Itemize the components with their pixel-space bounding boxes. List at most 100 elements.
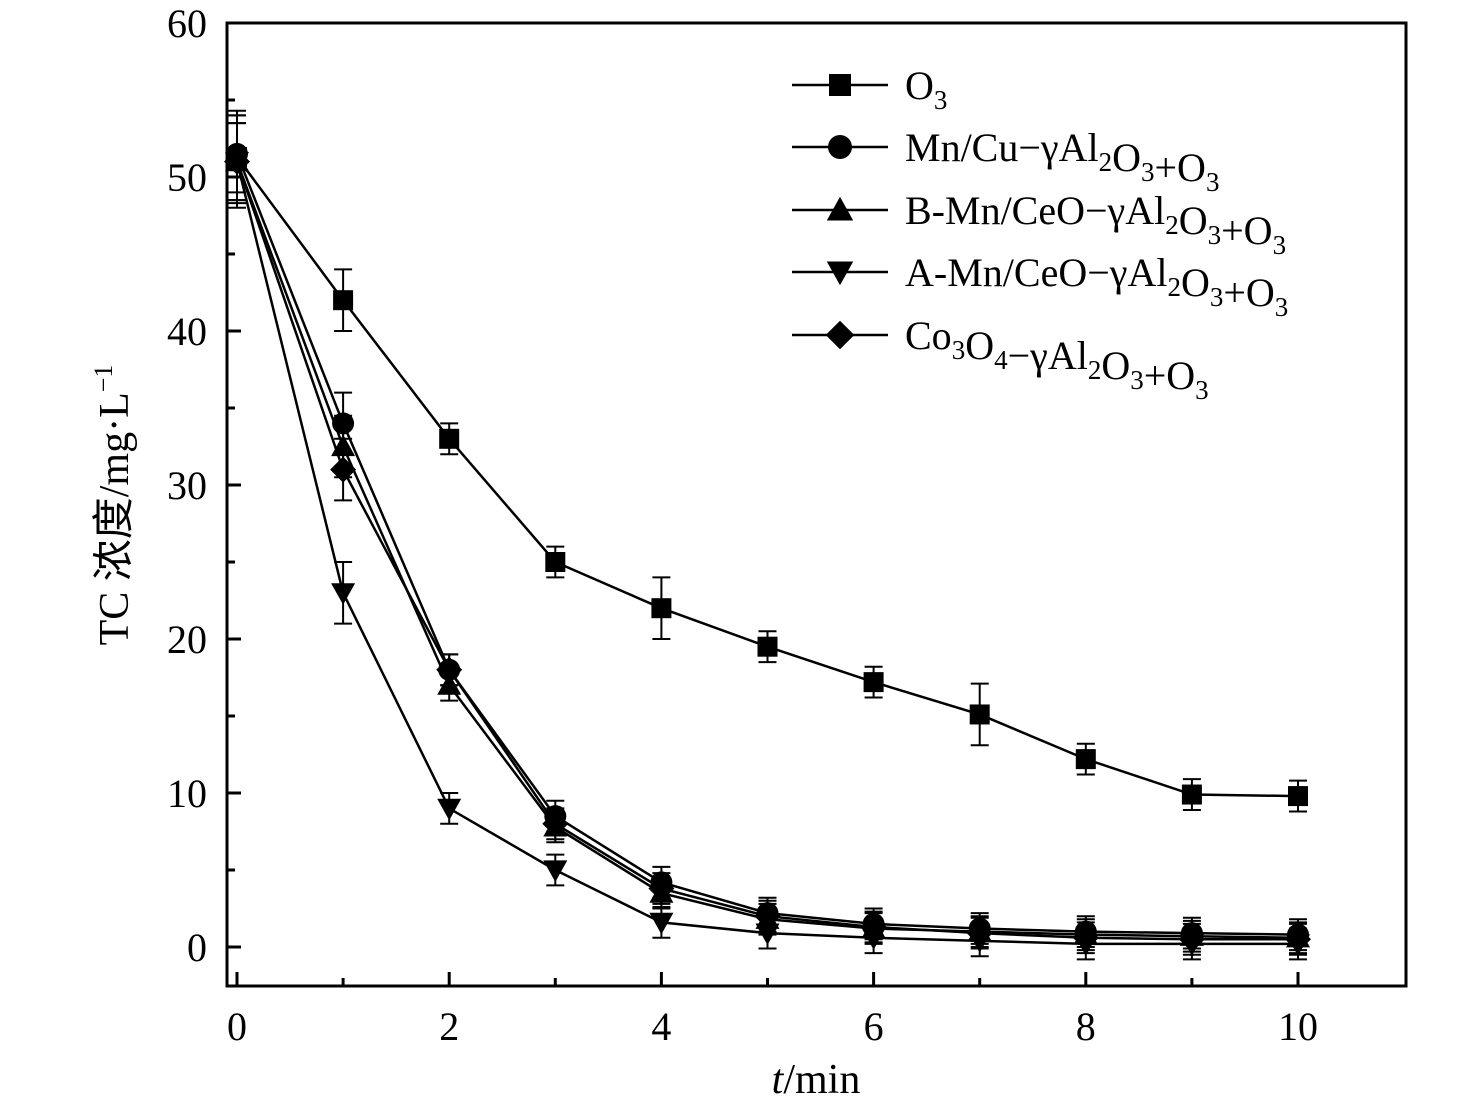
legend-label-subscript: 3: [1195, 375, 1209, 405]
data-point-square: [651, 598, 672, 619]
series-square: [227, 109, 1308, 813]
data-point-diamond: [436, 656, 463, 683]
legend-label-subscript: 3: [1208, 220, 1222, 250]
x-tick-label: 10: [1278, 1004, 1318, 1049]
legend-label-text: B-Mn/CeO−γAl: [905, 188, 1165, 233]
data-point-triangle-down: [331, 583, 356, 605]
legend-label-text: −γAl: [1008, 333, 1088, 378]
data-point-diamond: [1178, 926, 1205, 953]
data-point-square: [1075, 749, 1096, 770]
legend-label-subscript: 3: [1273, 230, 1287, 260]
legend-label-text: +O: [1223, 270, 1274, 315]
y-tick-label: 50: [167, 155, 207, 200]
legend-item: Co3O4−γAl2O3+O3: [792, 313, 1209, 405]
legend-label-text: O: [1112, 135, 1141, 180]
data-point-diamond: [542, 810, 569, 837]
legend-label-text: O: [1101, 343, 1130, 388]
x-tick-label: 6: [864, 1004, 884, 1049]
legend-label-text: +O: [1221, 208, 1272, 253]
data-point-square: [1181, 784, 1202, 805]
axes: 0 2 4 6 8 10 0 10 20 30 40 50 60: [167, 1, 1318, 1049]
y-tick-label: 40: [167, 309, 207, 354]
legend-label-subscript: 3: [1275, 292, 1289, 322]
x-axis-label: t/min: [772, 1057, 861, 1103]
y-tick-label: 10: [167, 771, 207, 816]
y-axis-label-sup: −1: [89, 365, 118, 393]
legend-label: Co3O4−γAl2O3+O3: [905, 313, 1209, 405]
legend-label: Mn/Cu−γAl2O3+O3: [905, 125, 1219, 197]
y-axis-label: TC 浓度/mg·L−1: [89, 365, 138, 646]
data-point-diamond: [825, 320, 855, 350]
data-point-circle: [828, 135, 852, 159]
data-point-square: [1288, 786, 1308, 807]
legend-label-subscript: 2: [1088, 355, 1102, 385]
x-axis-label-rest: /min: [783, 1057, 860, 1103]
data-point-square: [333, 290, 354, 311]
x-tick-label: 8: [1076, 1004, 1096, 1049]
legend-label-text: O: [1179, 198, 1208, 243]
plot-frame: [225, 21, 1408, 988]
x-tick-label: 2: [439, 1004, 459, 1049]
data-point-diamond: [648, 875, 675, 902]
y-tick-label: 20: [167, 617, 207, 662]
legend-label-subscript: 3: [1130, 365, 1144, 395]
x-tick-label: 0: [227, 1004, 247, 1049]
series-triangle-up: [225, 122, 1310, 955]
y-tick-label: 0: [187, 925, 207, 970]
data-point-triangle-down: [826, 261, 854, 286]
legend-item: O3: [792, 63, 947, 115]
x-axis-label-italic: t: [772, 1057, 785, 1103]
data-point-square: [863, 672, 884, 693]
data-point-triangle-up: [826, 196, 854, 221]
legend-label-text: O: [965, 323, 994, 368]
data-point-triangle-down: [437, 798, 462, 821]
data-point-square: [545, 552, 566, 572]
legend-item: A-Mn/CeO−γAl2O3+O3: [792, 250, 1288, 322]
legend-label-subscript: 3: [952, 335, 966, 365]
y-tick-label: 60: [167, 1, 207, 46]
data-point-diamond: [1072, 924, 1099, 951]
data-point-diamond: [966, 920, 993, 947]
data-point-diamond: [860, 913, 887, 940]
legend-label: A-Mn/CeO−γAl2O3+O3: [905, 250, 1288, 322]
legend-label-subscript: 2: [1165, 210, 1179, 240]
data-point-triangle-down: [649, 912, 674, 935]
data-point-diamond: [1285, 926, 1311, 953]
legend-item: Mn/Cu−γAl2O3+O3: [792, 125, 1219, 197]
data-point-square: [757, 636, 778, 657]
data-point-triangle-down: [543, 860, 568, 882]
legend-label-subscript: 3: [1210, 282, 1224, 312]
data-point-square: [969, 704, 990, 725]
legend: O3Mn/Cu−γAl2O3+O3B-Mn/CeO−γAl2O3+O3A-Mn/…: [792, 63, 1288, 405]
legend-label-subscript: 4: [994, 345, 1008, 375]
legend-label-text: Mn/Cu−γAl: [905, 125, 1099, 170]
series-triangle-down: [225, 122, 1310, 961]
legend-label-subscript: 3: [934, 85, 948, 115]
data-point-diamond: [330, 456, 357, 483]
legend-label-subscript: 2: [1099, 147, 1113, 177]
x-tick-label: 4: [651, 1004, 671, 1049]
legend-item: B-Mn/CeO−γAl2O3+O3: [792, 188, 1286, 260]
data-point-square: [829, 74, 851, 96]
legend-label-text: Co: [905, 313, 952, 358]
legend-label: O3: [905, 63, 947, 115]
data-point-square: [439, 428, 460, 449]
legend-label-text: A-Mn/CeO−γAl: [905, 250, 1167, 295]
data-point-triangle-down: [755, 923, 780, 946]
y-axis-label-main: TC 浓度/mg·L: [92, 392, 138, 645]
data-point-diamond: [754, 903, 781, 930]
data-point-diamond: [224, 148, 250, 175]
legend-label-subscript: 3: [1206, 167, 1220, 197]
series-layer: [224, 109, 1311, 961]
legend-label-subscript: 2: [1167, 272, 1181, 302]
legend-label-text: O: [905, 63, 934, 108]
legend-label-subscript: 3: [1141, 157, 1155, 187]
legend-label-text: +O: [1144, 353, 1195, 398]
legend-label-text: O: [1181, 260, 1210, 305]
legend-label-text: +O: [1154, 145, 1205, 190]
series-diamond: [224, 114, 1311, 956]
legend-label: B-Mn/CeO−γAl2O3+O3: [905, 188, 1286, 260]
series-circle: [226, 114, 1309, 952]
y-tick-label: 30: [167, 463, 207, 508]
